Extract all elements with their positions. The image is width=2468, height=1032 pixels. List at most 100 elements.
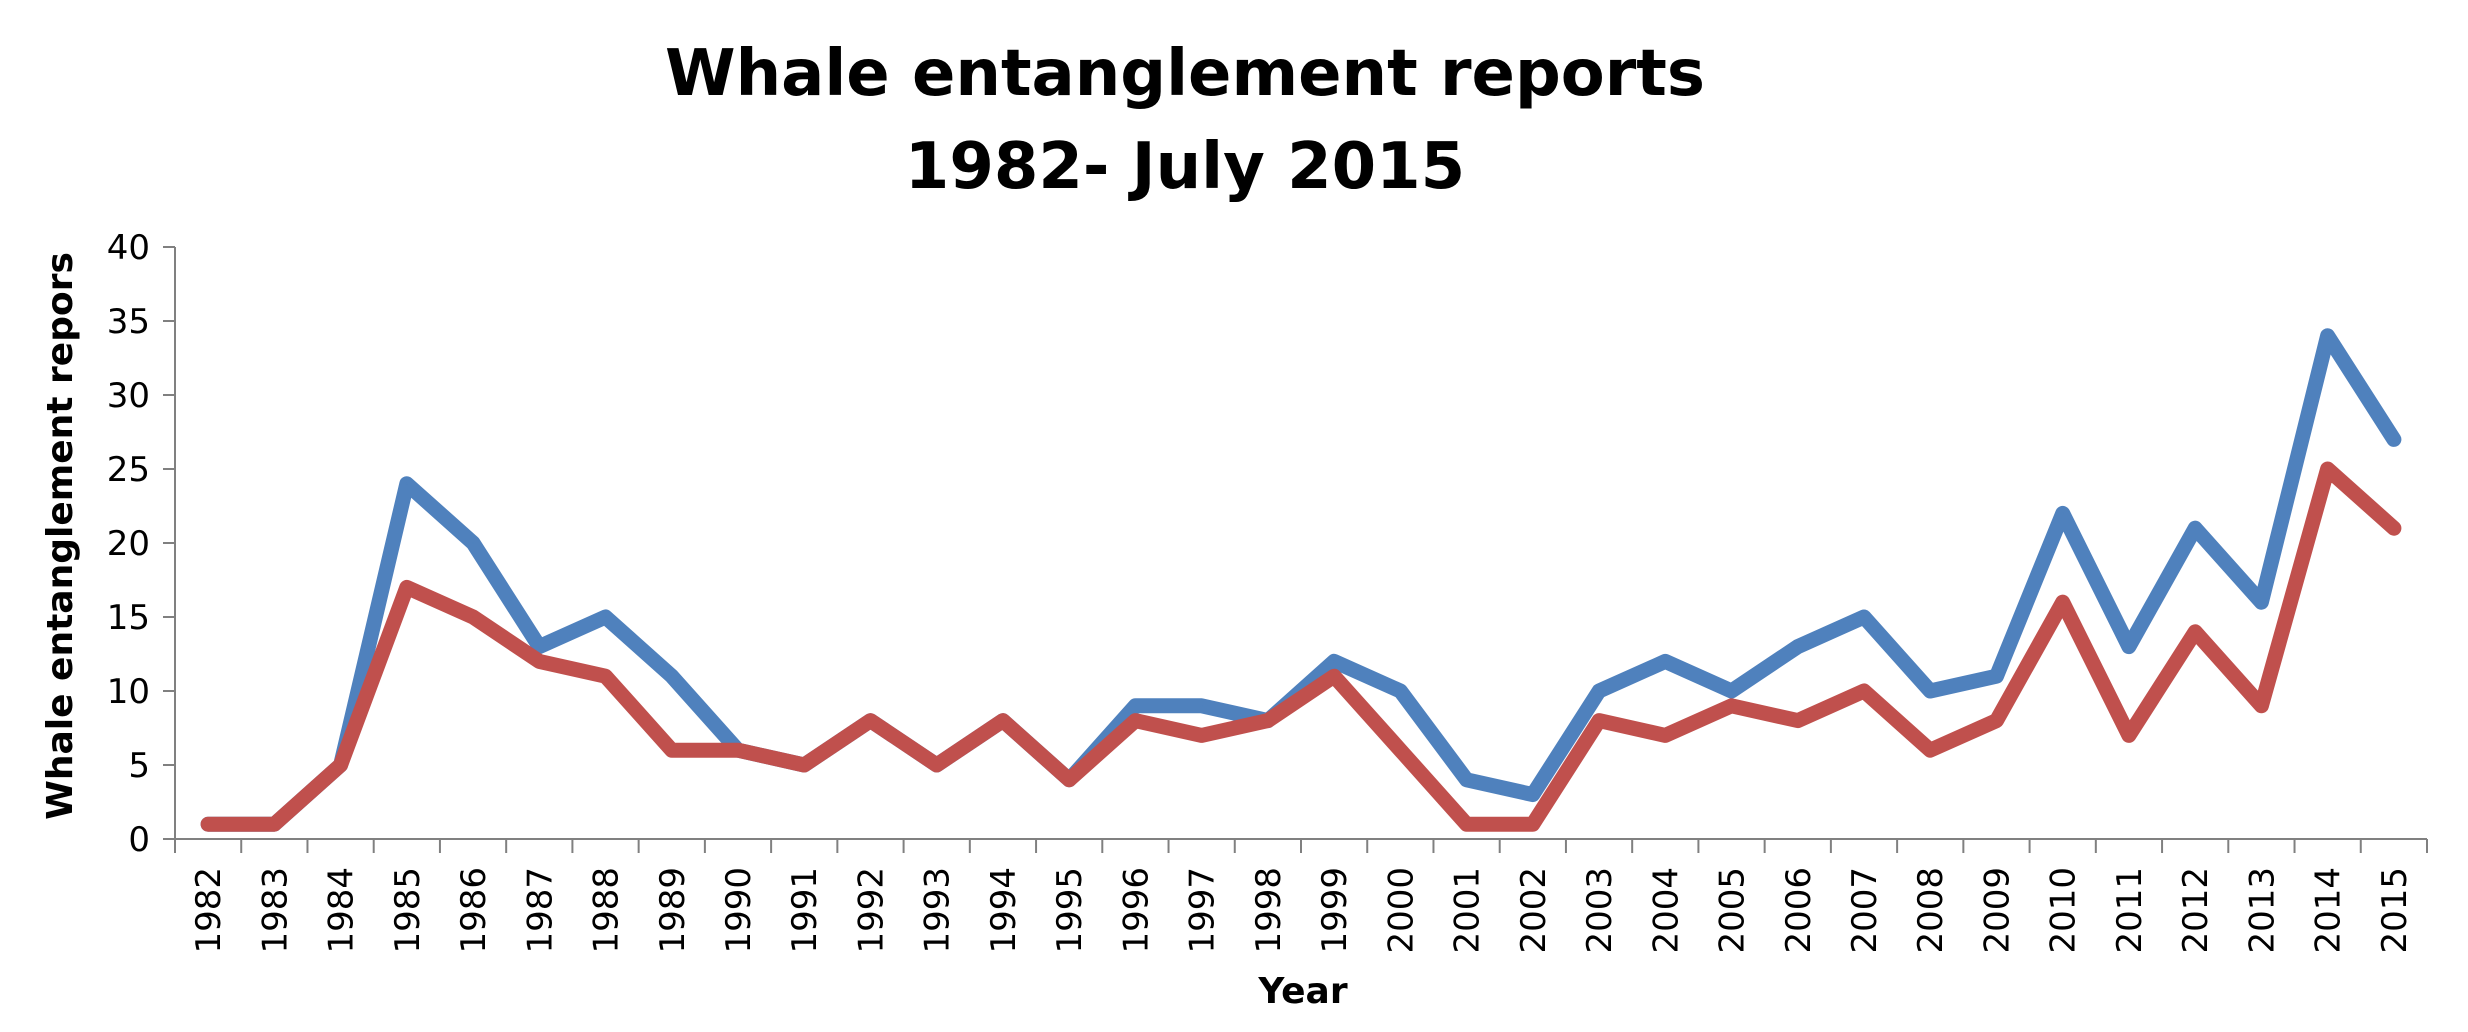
data-point-series-1 [670,675,673,678]
x-tick-label: 2008 [1911,867,1951,954]
x-tick-label: 1994 [984,867,1024,954]
x-axis-title: Year [1257,971,1347,1012]
data-point-series-2 [538,660,541,663]
data-point-series-2 [2061,601,2064,604]
x-tick-label: 2006 [1779,867,1819,954]
data-point-series-2 [2326,468,2329,470]
x-tick-label: 2010 [2044,867,2084,954]
data-point-series-2 [604,675,607,678]
data-point-series-1 [1598,690,1601,692]
x-tick-labels: 1982 1983 1984 1985 1986 1987 1988 1989 1990 1991… [189,867,2415,954]
data-point-series-2 [2194,630,2197,633]
data-point-series-1 [1796,645,1799,648]
x-tick-label: 2004 [1646,867,1686,954]
x-tick-label: 1990 [719,867,759,954]
data-point-series-2 [1399,749,1402,752]
y-tick-label: 30 [107,376,150,416]
x-tick-label: 1987 [520,867,560,954]
y-tick-labels: 0 5 10 15 20 25 30 35 40 [107,228,150,860]
y-tick-label: 5 [128,746,150,786]
data-point-series-2 [2127,734,2130,737]
x-tick-label: 2015 [2375,867,2415,954]
axes [163,246,2428,853]
data-point-series-2 [207,823,210,826]
data-point-series-1 [2127,645,2130,648]
data-point-series-1 [604,616,607,618]
x-tick-label: 1983 [255,867,295,954]
data-point-series-2 [1068,778,1071,781]
x-tick-label: 1982 [189,867,229,954]
y-tick-label: 10 [107,672,150,712]
x-tick-label: 1997 [1183,867,1223,954]
data-point-series-1 [1465,778,1468,781]
x-tick-label: 2013 [2242,867,2282,954]
chart-title: Whale entanglement reports [665,37,1705,111]
x-tick-label: 1985 [388,867,428,954]
x-tick-label: 1992 [851,867,891,954]
data-point-series-1 [2061,512,2064,515]
chart-subtitle: 1982- July 2015 [905,130,1465,204]
x-tick-label: 2011 [2110,867,2150,954]
y-tick-label: 20 [107,524,150,564]
data-point-series-2 [339,764,342,766]
data-point-series-2 [1598,719,1601,722]
series-line-1 [200,328,2402,832]
x-tick-label: 1991 [785,867,825,954]
data-point-series-1 [1200,704,1203,707]
data-point-series-1 [1664,660,1667,663]
data-point-series-1 [2260,601,2263,604]
data-point-series-1 [472,542,475,544]
data-point-series-1 [1399,690,1402,692]
data-point-series-2 [1730,704,1733,707]
data-point-series-2 [1664,734,1667,737]
data-point-series-1 [1929,690,1932,692]
x-tick-label: 2002 [1514,867,1554,954]
y-tick-label: 40 [107,228,150,268]
x-tick-label: 2000 [1381,867,1421,954]
data-point-series-2 [2392,527,2395,530]
data-point-series-2 [1266,719,1269,722]
data-point-series-2 [1796,719,1799,722]
series-line-2 [200,461,2402,832]
data-point-series-1 [1333,660,1336,663]
x-tick-label: 1996 [1116,867,1156,954]
x-tick-label: 1999 [1315,867,1355,954]
data-point-series-1 [1134,704,1137,707]
series-lines [200,328,2402,832]
x-tick-label: 1988 [587,867,627,954]
data-point-series-2 [472,616,475,618]
x-tick-label: 2005 [1713,867,1753,954]
y-tick-label: 25 [107,450,150,490]
data-point-series-2 [1200,734,1203,737]
data-point-series-1 [2392,438,2395,441]
x-tick-label: 1993 [918,867,958,954]
data-point-series-2 [1995,719,1998,722]
data-point-series-2 [1531,823,1534,826]
data-point-series-1 [1531,793,1534,796]
y-tick-label: 35 [107,302,150,342]
data-point-series-2 [1929,749,1932,752]
x-tick-label: 2003 [1580,867,1620,954]
x-tick-label: 1995 [1050,867,1090,954]
x-tick-label: 2014 [2309,867,2349,954]
x-tick-label: 1986 [454,867,494,954]
data-point-series-1 [2326,334,2329,337]
data-point-series-2 [405,586,408,589]
x-tick-label: 2012 [2176,867,2216,954]
data-point-series-1 [2194,527,2197,530]
y-tick-label: 0 [128,820,150,860]
data-point-series-2 [273,823,276,826]
x-tick-label: 2001 [1448,867,1488,954]
x-tick-label: 2007 [1845,867,1885,954]
data-point-series-2 [1001,719,1004,722]
data-point-series-2 [2260,704,2263,707]
data-point-series-2 [1863,690,1865,692]
data-point-series-2 [737,749,739,752]
x-tick-label: 1984 [322,867,362,954]
data-point-series-2 [869,719,872,722]
y-axis-title: Whale entanglement repors [40,252,81,820]
data-point-series-2 [670,749,673,752]
data-point-series-2 [803,764,806,766]
data-point-series-1 [1863,616,1865,618]
